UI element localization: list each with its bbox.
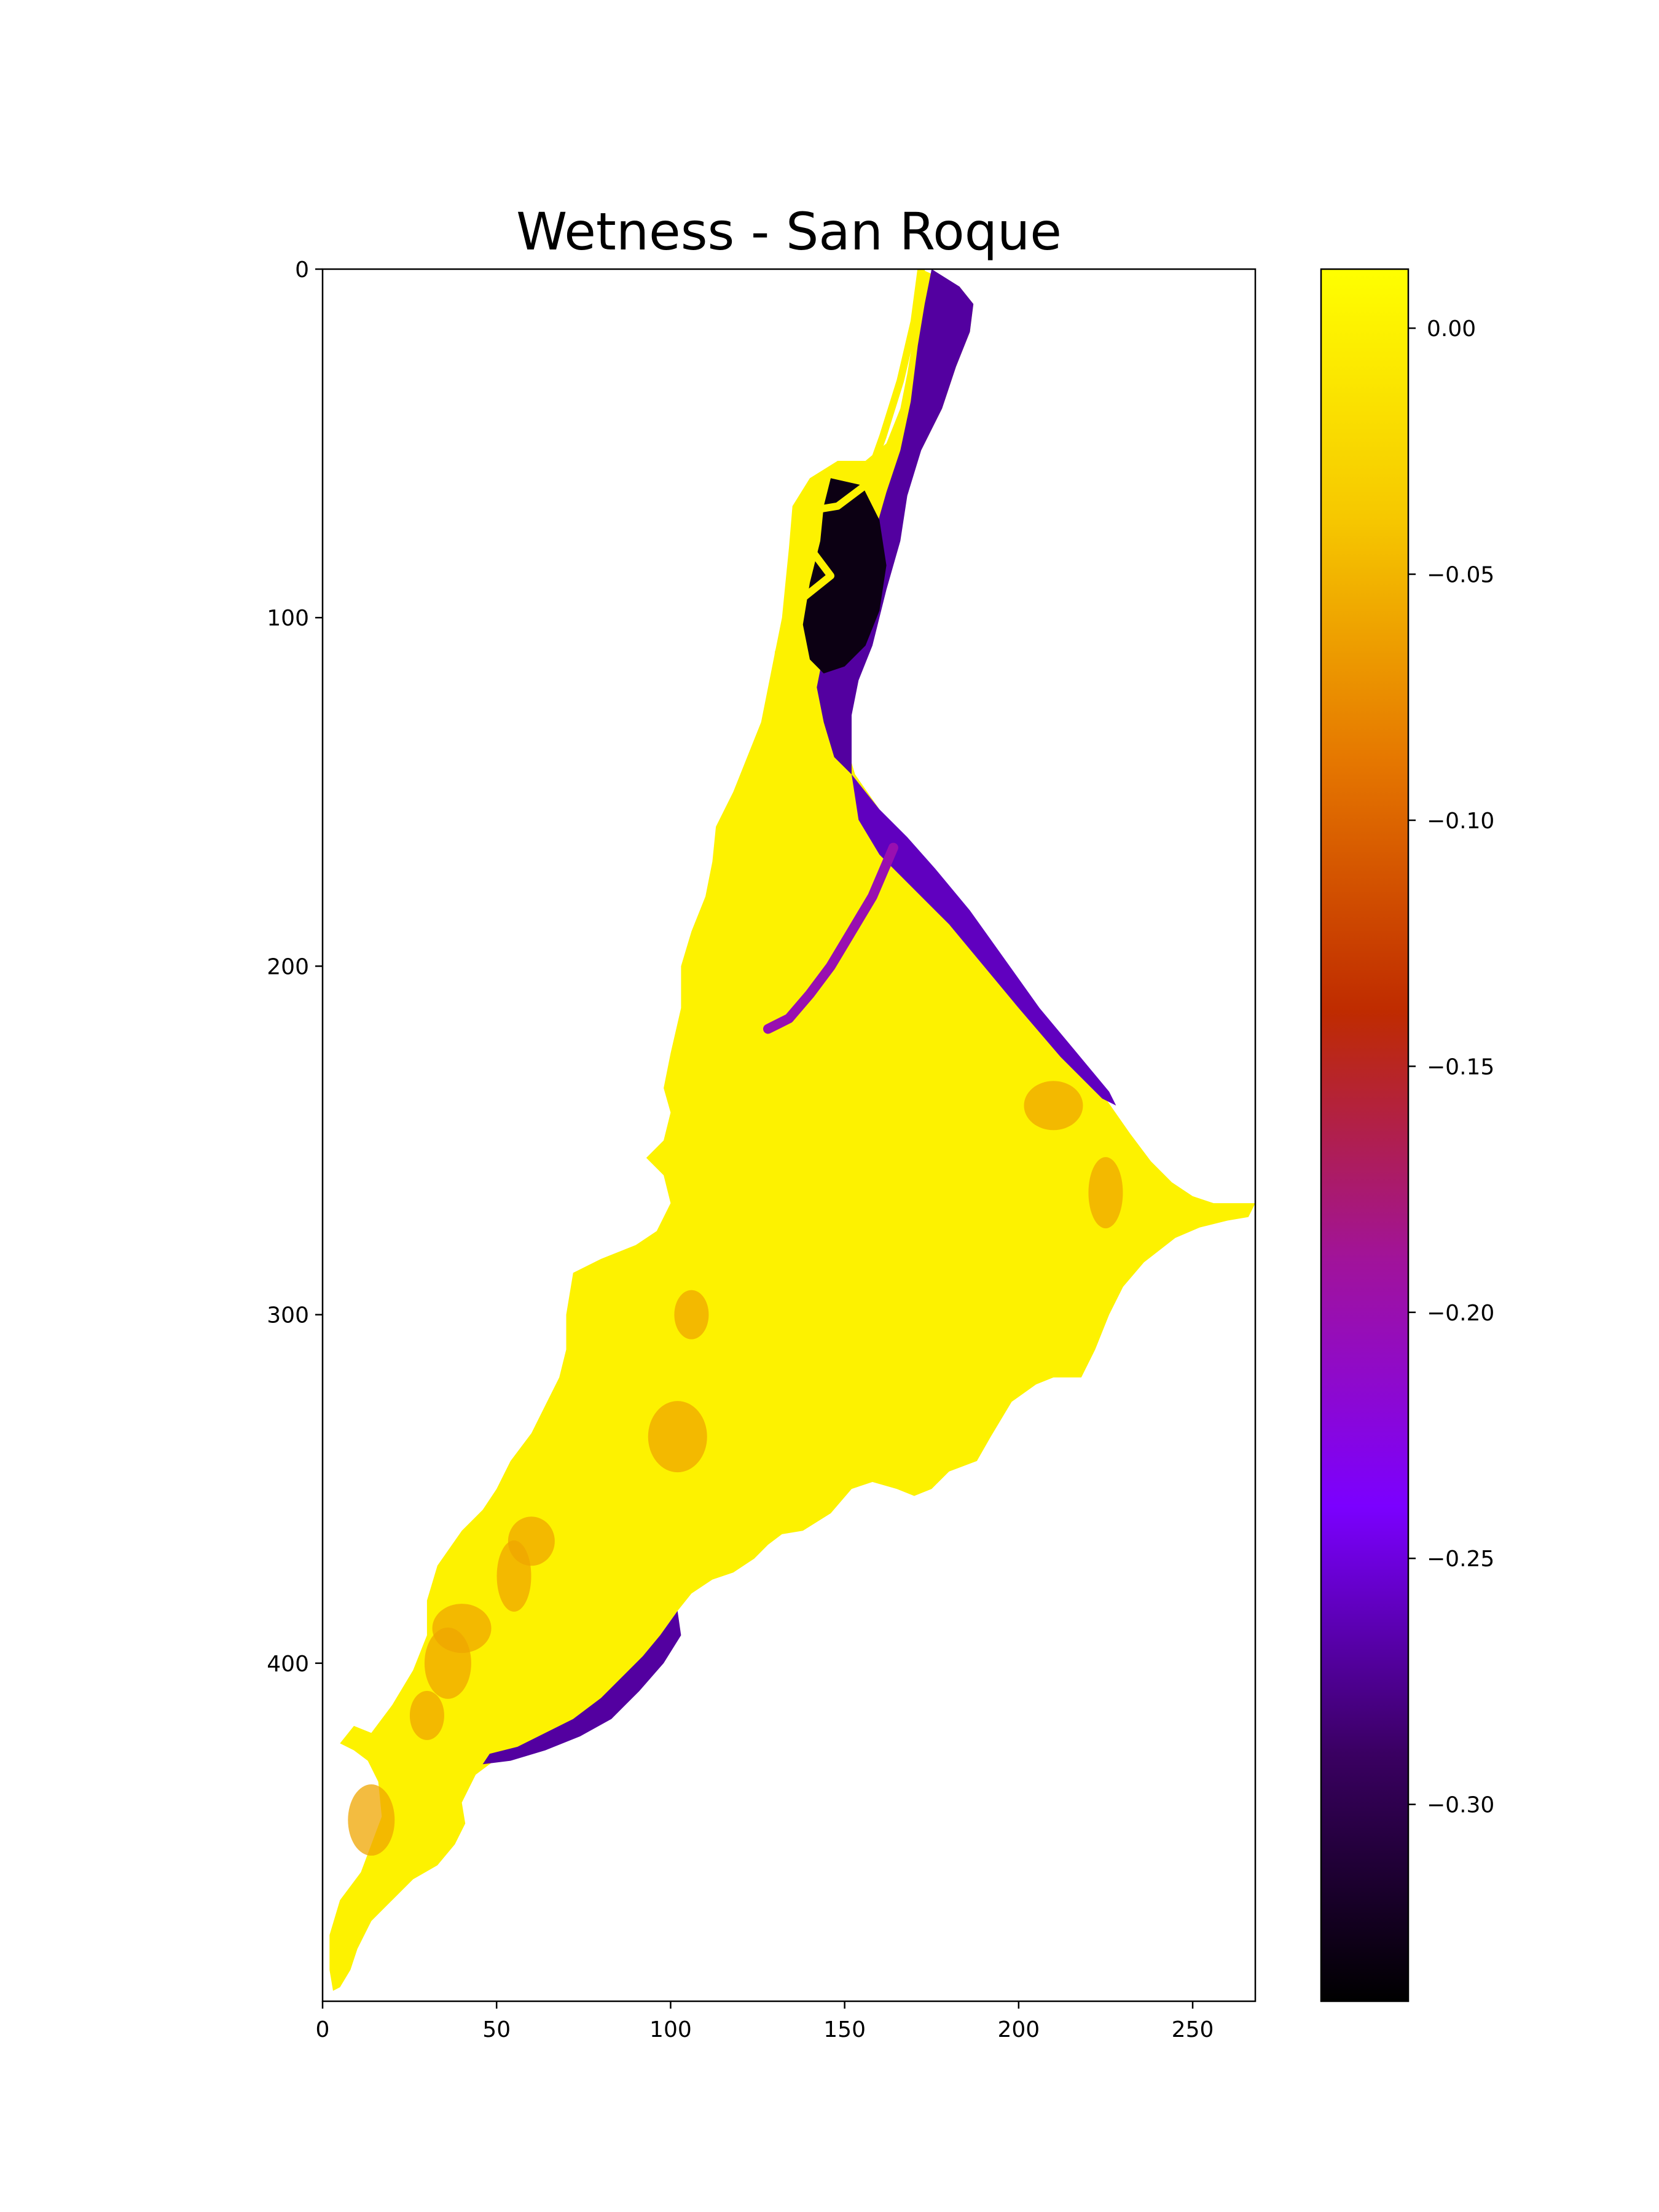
colorbar-frame	[1320, 268, 1410, 2002]
colorbar-tick-label: −0.20	[1427, 1301, 1494, 1326]
wetness-patch	[432, 1604, 492, 1653]
plot-area	[329, 269, 1255, 1991]
y-tick-label: 400	[267, 1652, 309, 1677]
colorbar-tick-label: 0.00	[1427, 316, 1476, 342]
colorbar-axis: 0.00 −0.05 −0.10 −0.15 −0.20 −0.25 −0.30	[1408, 316, 1494, 1818]
colorbar-tick-label: −0.05	[1427, 563, 1494, 588]
x-tick-label: 50	[482, 2017, 511, 2042]
dark-basin	[802, 478, 887, 673]
southern-shore-strip	[482, 1610, 681, 1765]
central-channel	[763, 842, 898, 1034]
river-channel	[771, 269, 925, 708]
colorbar-tick-label: −0.10	[1427, 809, 1494, 834]
y-axis: 0 100 200 300 400	[267, 257, 323, 1677]
x-tick-label: 250	[1172, 2017, 1214, 2042]
y-tick-label: 100	[267, 606, 309, 631]
x-tick-label: 0	[316, 2017, 330, 2042]
x-tick-label: 100	[649, 2017, 692, 2042]
moderate-wetness-patches	[348, 1081, 1123, 1856]
y-tick-label: 300	[267, 1303, 309, 1328]
colorbar-tick-label: −0.25	[1427, 1547, 1494, 1572]
colorbar-gradient	[1321, 269, 1408, 2001]
x-axis: 0 50 100 150 200 250	[316, 2001, 1214, 2042]
y-tick-label: 0	[295, 257, 309, 283]
wetness-patch	[674, 1290, 709, 1339]
wetness-patch	[1024, 1081, 1083, 1131]
wetness-patch	[1088, 1157, 1123, 1229]
y-tick-label: 200	[267, 954, 309, 979]
reservoir-extent	[329, 269, 1255, 1991]
colorbar-tick-label: −0.30	[1427, 1793, 1494, 1818]
eastern-shore-strip	[852, 774, 1116, 1106]
wetness-patch	[348, 1784, 395, 1856]
x-tick-label: 150	[823, 2017, 866, 2042]
chart-title: Wetness - San Roque	[516, 202, 1062, 262]
colorbar: 0.00 −0.05 −0.10 −0.15 −0.20 −0.25 −0.30	[1320, 268, 1494, 2002]
plot-frame	[321, 268, 1257, 2002]
wetness-patch	[508, 1516, 555, 1566]
wetness-patch	[409, 1690, 444, 1740]
x-tick-label: 200	[997, 2017, 1040, 2042]
colorbar-tick-label: −0.15	[1427, 1054, 1494, 1080]
wetness-patch	[648, 1401, 707, 1473]
